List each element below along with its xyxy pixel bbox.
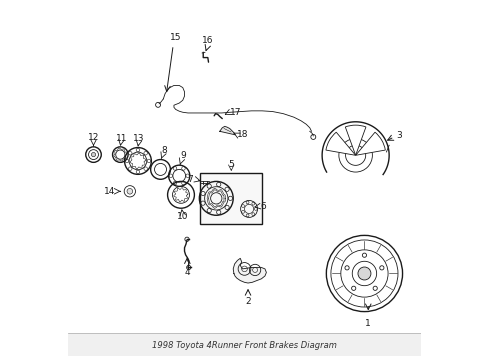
Text: 1998 Toyota 4Runner Front Brakes Diagram: 1998 Toyota 4Runner Front Brakes Diagram xyxy=(152,341,336,350)
Bar xyxy=(200,173,262,224)
Text: 13: 13 xyxy=(133,134,144,143)
Text: 6: 6 xyxy=(260,202,265,211)
Circle shape xyxy=(357,267,370,280)
Text: 12: 12 xyxy=(88,133,99,142)
Text: 14: 14 xyxy=(103,187,115,196)
Wedge shape xyxy=(355,132,385,155)
Text: 2: 2 xyxy=(244,297,250,306)
Text: 16: 16 xyxy=(202,36,213,45)
Text: 4: 4 xyxy=(184,268,190,277)
Text: 1: 1 xyxy=(365,319,370,328)
Text: 15: 15 xyxy=(170,33,181,42)
Bar xyxy=(68,333,420,356)
Text: 11: 11 xyxy=(115,134,127,143)
Text: 10: 10 xyxy=(177,212,188,221)
Text: 8: 8 xyxy=(161,145,166,154)
Polygon shape xyxy=(219,126,235,135)
Circle shape xyxy=(127,189,132,194)
Wedge shape xyxy=(325,132,355,155)
Text: 3: 3 xyxy=(395,131,401,140)
Text: 7: 7 xyxy=(186,175,192,184)
Wedge shape xyxy=(345,125,365,155)
Polygon shape xyxy=(233,258,266,283)
Text: 9: 9 xyxy=(180,151,185,160)
Text: 18: 18 xyxy=(237,130,248,139)
Text: 5: 5 xyxy=(228,160,234,169)
Circle shape xyxy=(91,153,96,157)
Text: 17: 17 xyxy=(230,108,242,117)
